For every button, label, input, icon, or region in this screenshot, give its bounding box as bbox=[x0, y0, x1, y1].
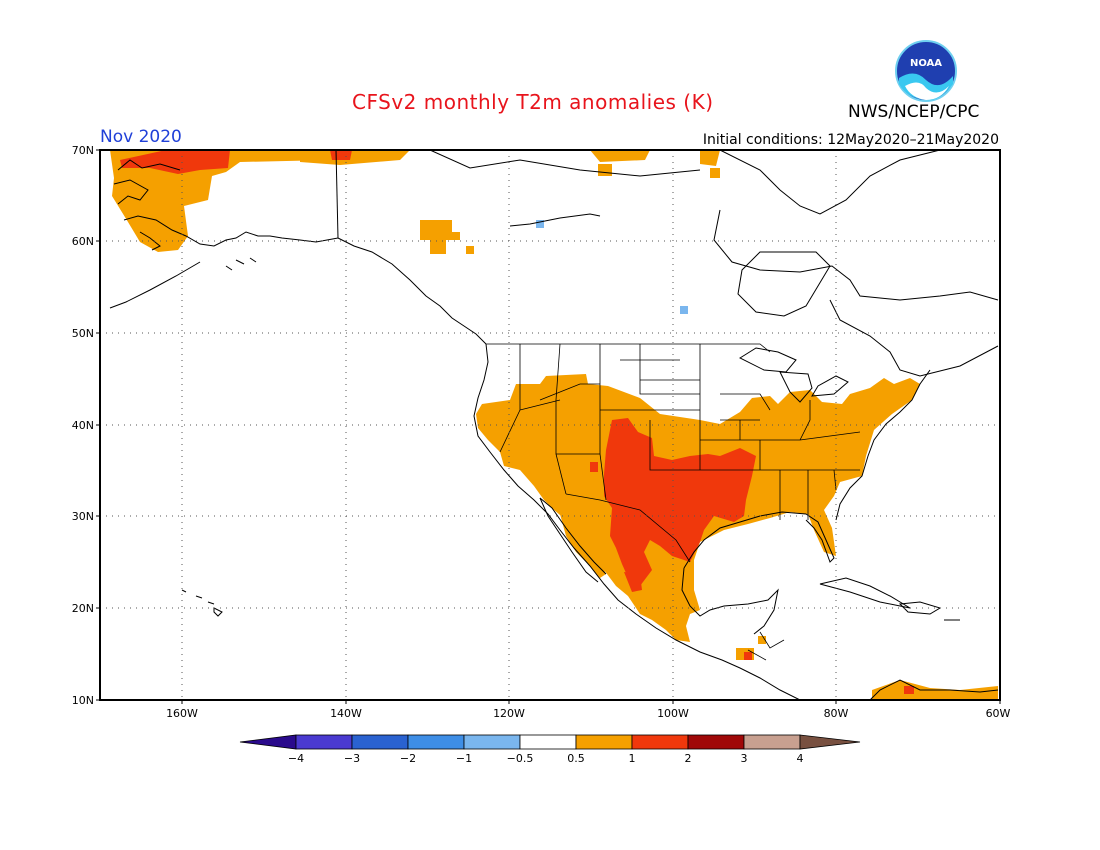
color-bar-swatch-0 bbox=[239, 734, 297, 750]
color-bar-swatch-7 bbox=[631, 734, 689, 750]
color-bar-label-minus-0-5: −0.5 bbox=[507, 752, 534, 765]
lon-label-160w: 160W bbox=[166, 707, 198, 720]
agency-label: NWS/NCEP/CPC bbox=[848, 102, 980, 122]
political-borders bbox=[486, 343, 861, 661]
color-bar-label-minus-2: −2 bbox=[400, 752, 416, 765]
color-bar bbox=[239, 734, 861, 750]
lon-label-60w: 60W bbox=[986, 707, 1011, 720]
color-bar-swatch-4 bbox=[463, 734, 521, 750]
lat-label-70n: 70N bbox=[72, 144, 94, 157]
color-bar-swatch-8 bbox=[687, 734, 745, 750]
lon-label-80w: 80W bbox=[824, 707, 849, 720]
color-bar-swatch-3 bbox=[407, 734, 465, 750]
color-bar-label-minus-3: −3 bbox=[344, 752, 360, 765]
anomaly-shading bbox=[110, 150, 998, 700]
color-bar-swatch-2 bbox=[351, 734, 409, 750]
color-bar-label-1: 1 bbox=[629, 752, 636, 765]
lat-label-40n: 40N bbox=[72, 419, 94, 432]
initial-conditions: Initial conditions: 12May2020–21May2020 bbox=[702, 132, 999, 148]
lat-label-60n: 60N bbox=[72, 235, 94, 248]
color-bar-label-4: 4 bbox=[797, 752, 804, 765]
map-gridlines bbox=[100, 150, 1000, 700]
lat-label-20n: 20N bbox=[72, 602, 94, 615]
lon-label-100w: 100W bbox=[657, 707, 689, 720]
coastlines bbox=[109, 150, 999, 700]
lon-label-120w: 120W bbox=[493, 707, 525, 720]
color-bar-label-minus-1: −1 bbox=[456, 752, 472, 765]
color-bar-label-0-5: 0.5 bbox=[567, 752, 585, 765]
lat-label-10n: 10N bbox=[72, 694, 94, 707]
chart-title: CFSv2 monthly T2m anomalies (K) bbox=[352, 90, 714, 114]
color-bar-label-minus-4: −4 bbox=[288, 752, 304, 765]
color-bar-swatch-5 bbox=[519, 734, 577, 750]
noaa-logo-text: NOAA bbox=[910, 58, 942, 69]
color-bar-label-3: 3 bbox=[741, 752, 748, 765]
lon-label-140w: 140W bbox=[330, 707, 362, 720]
color-bar-label-2: 2 bbox=[685, 752, 692, 765]
color-bar-swatch-9 bbox=[743, 734, 801, 750]
lat-label-50n: 50N bbox=[72, 327, 94, 340]
color-bar-swatch-1 bbox=[295, 734, 353, 750]
forecast-month: Nov 2020 bbox=[100, 127, 182, 147]
color-bar-swatch-6 bbox=[575, 734, 633, 750]
lat-label-30n: 30N bbox=[72, 510, 94, 523]
color-bar-swatch-10 bbox=[799, 734, 861, 750]
noaa-logo: NOAA bbox=[895, 40, 957, 102]
